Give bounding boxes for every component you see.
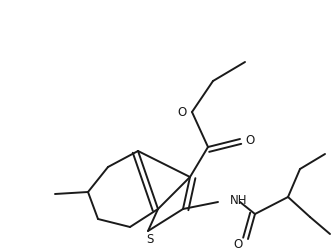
Text: O: O	[245, 133, 255, 146]
Text: NH: NH	[230, 194, 247, 207]
Text: S: S	[146, 232, 154, 245]
Text: O: O	[177, 106, 187, 119]
Text: O: O	[233, 238, 243, 250]
